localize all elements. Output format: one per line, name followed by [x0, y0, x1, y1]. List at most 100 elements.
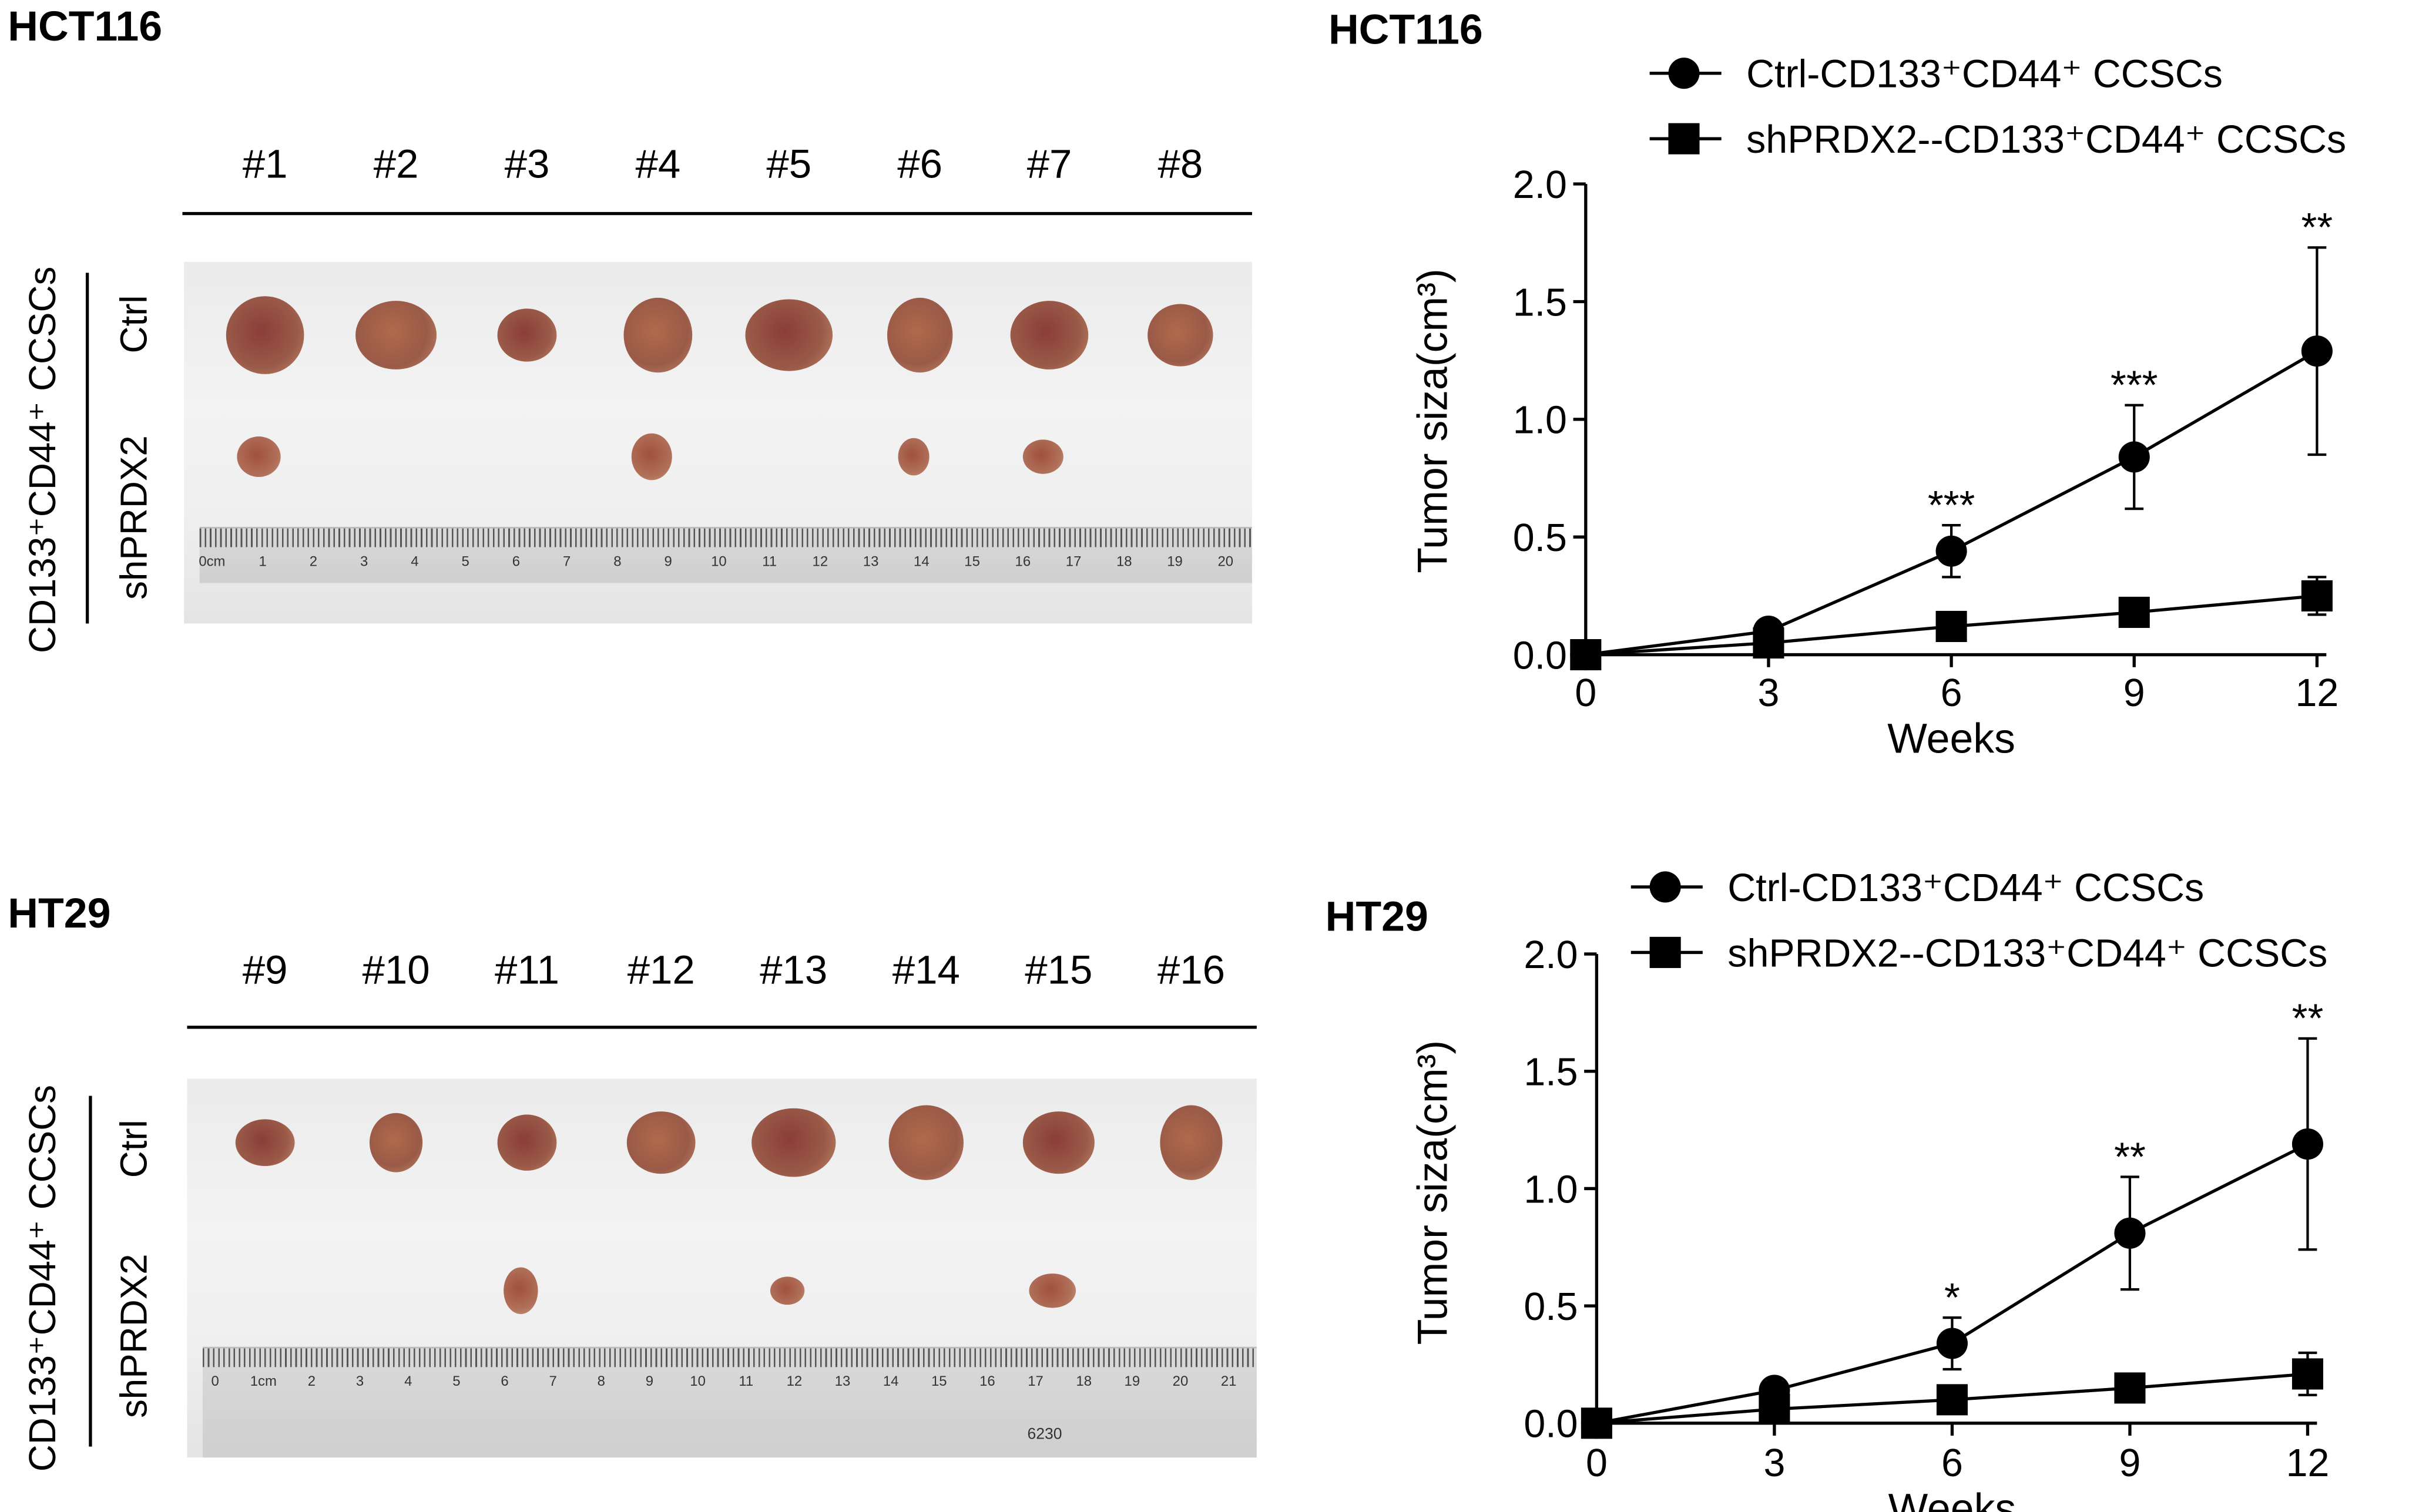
ruler-number: 4: [411, 553, 419, 569]
ruler-number: 13: [863, 553, 879, 569]
y-tick-label: 1.0: [1513, 399, 1567, 442]
data-point-square: [2301, 580, 2333, 611]
ruler-number: 18: [1116, 553, 1132, 569]
group-bracket-line: [85, 273, 89, 624]
sample-label: #15: [1025, 946, 1093, 993]
y-axis-label: Tumor siza(cm³): [1410, 1040, 1457, 1345]
ruler-number: 6: [501, 1373, 509, 1389]
x-tick-label: 3: [1763, 1442, 1785, 1485]
ruler-number: 11: [762, 553, 777, 569]
sample-label: #16: [1157, 946, 1225, 993]
sample-label: #8: [1157, 140, 1203, 187]
ruler-number: 14: [883, 1373, 899, 1389]
chart-title: HCT116: [1328, 6, 1483, 53]
ruler-number: 10: [690, 1373, 706, 1389]
ruler-number: 18: [1076, 1373, 1092, 1389]
ruler-number: 2: [309, 553, 318, 569]
ruler-number: 6: [512, 553, 521, 569]
tumor-shprdx2: [898, 438, 930, 476]
line-chart-ht29: HT29 0.0 0.5 1.0 1.5 2.0 0 3 6 9 12 Weeks Tumor siza…: [1326, 866, 2330, 1512]
data-point-square: [2291, 1358, 2324, 1390]
tumor-ctrl: [751, 1108, 836, 1177]
data-point-circle: [2114, 1217, 2146, 1249]
x-axis-label: Weeks: [1888, 1486, 2017, 1512]
significance-marker: **: [2301, 205, 2333, 250]
ruler-number: 15: [931, 1373, 947, 1389]
significance-marker: *: [1944, 1275, 1960, 1320]
x-tick-label: 0: [1575, 671, 1596, 715]
y-tick-label: 0.0: [1513, 634, 1567, 677]
ruler: 0cm 1 2 3 4 5 6 7 8 9 10 11 12 13 14 15 16 17 18 19 20: [199, 526, 1252, 583]
legend-label: Ctrl-CD133⁺CD44⁺ CCSCs: [1727, 866, 2204, 910]
data-point-square: [1570, 639, 1602, 671]
tumor-ctrl: [1148, 304, 1213, 367]
significance-marker: **: [2292, 996, 2324, 1041]
legend-marker-circle: [1668, 58, 1700, 89]
sample-label: #14: [892, 946, 960, 993]
sample-label: #7: [1026, 140, 1072, 187]
x-tick-label: 9: [2123, 671, 2145, 715]
legend-label: shPRDX2--CD133⁺CD44⁺ CCSCs: [1727, 932, 2327, 975]
panel-title-hct116: HCT116: [8, 3, 163, 50]
legend-marker-square: [1649, 936, 1681, 968]
tumor-shprdx2: [631, 433, 672, 481]
data-point-square: [2118, 596, 2150, 628]
y-tick-label: 2.0: [1524, 933, 1578, 977]
ruler-number: 12: [812, 553, 828, 569]
x-tick-label: 3: [1758, 671, 1780, 715]
ruler-number: 7: [562, 553, 571, 569]
y-tick-label: 0.5: [1513, 516, 1567, 560]
tumor-photo-ht29: 6230 0 1cm 2 3 4 5 6 7 8 9 10 11 12 13 14 15 16 17 18 19 20 2…: [187, 1078, 1257, 1458]
tumor-shprdx2: [237, 436, 281, 478]
ruler-number: 0: [211, 1373, 219, 1389]
tumor-ctrl: [888, 1105, 964, 1180]
data-point-circle: [1935, 535, 1967, 567]
y-tick-label: 1.5: [1513, 281, 1567, 324]
ruler-number: 11: [739, 1373, 754, 1389]
ruler-number: 13: [834, 1373, 851, 1389]
x-tick-label: 12: [2286, 1442, 2330, 1485]
tumor-shprdx2: [1022, 439, 1063, 474]
tumor-ctrl: [497, 308, 557, 362]
x-tick-label: 0: [1586, 1442, 1608, 1485]
line-chart-hct116: HCT116 0.0 0.5 1.0 1.5 2.0 0 3 6 9 12 Weeks Tumor si…: [1328, 6, 2346, 762]
ruler-number: 20: [1172, 1373, 1189, 1389]
data-point-circle: [1936, 1328, 1968, 1359]
ruler-number: 20: [1217, 553, 1234, 569]
ruler-number: 1cm: [250, 1373, 277, 1389]
sample-label: #11: [494, 946, 559, 993]
ruler-number: 2: [307, 1373, 316, 1389]
ruler-number: 9: [664, 553, 672, 569]
tumor-ctrl: [497, 1114, 557, 1171]
legend-label: shPRDX2--CD133⁺CD44⁺ CCSCs: [1746, 118, 2346, 162]
sample-label: #13: [760, 946, 828, 993]
ruler-number: 9: [645, 1373, 654, 1389]
ruler-number: 19: [1167, 553, 1183, 569]
data-point-circle: [2291, 1128, 2324, 1160]
y-tick-label: 1.5: [1524, 1051, 1578, 1094]
significance-marker: ***: [2111, 362, 2158, 408]
legend-label: Ctrl-CD133⁺CD44⁺ CCSCs: [1746, 53, 2223, 96]
tumor-shprdx2: [504, 1267, 538, 1315]
tumor-photo-hct116: 0cm 1 2 3 4 5 6 7 8 9 10 11 12 13 14 15 16 17 18 19 20: [184, 261, 1252, 624]
tumor-ctrl: [623, 297, 693, 373]
data-point-square: [1753, 627, 1784, 659]
y-tick-label: 0.5: [1524, 1285, 1578, 1329]
tumor-ctrl: [626, 1111, 696, 1174]
data-point-circle: [2301, 335, 2333, 367]
ruler-number: 12: [786, 1373, 803, 1389]
ruler-number: 8: [597, 1373, 605, 1389]
tumor-ctrl: [1022, 1111, 1095, 1174]
ruler-number: 14: [914, 553, 930, 569]
sample-label: #2: [373, 140, 419, 187]
tumor-ctrl: [745, 299, 833, 371]
ruler-number: 19: [1124, 1373, 1140, 1389]
sample-label: #5: [766, 140, 812, 187]
header-divider: [187, 1026, 1257, 1029]
tumor-shprdx2: [770, 1276, 805, 1305]
legend-marker-circle: [1649, 871, 1681, 903]
ruler-number: 4: [404, 1373, 412, 1389]
sample-label: #12: [627, 946, 695, 993]
tumor-ctrl: [235, 1119, 295, 1166]
